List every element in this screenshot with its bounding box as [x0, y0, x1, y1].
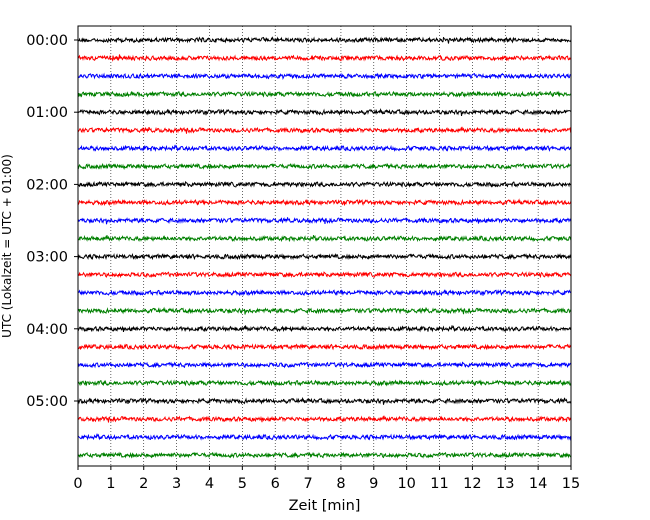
x-tick-label-7: 7	[303, 476, 312, 492]
x-axis-ticks: 0 1 2 3 4 5 6 7 8 9 10 11 12 13 14 15	[73, 466, 580, 492]
y-tick-label-04-00: 04:00	[26, 322, 68, 338]
trace-01-00	[77, 108, 572, 117]
trace-04-45	[77, 379, 572, 387]
trace-05-45	[77, 451, 572, 459]
x-tick-label-5: 5	[238, 476, 247, 492]
trace-03-30	[77, 289, 572, 297]
x-tick-label-12: 12	[463, 476, 481, 492]
trace-02-15	[77, 198, 572, 207]
seismic-traces	[77, 36, 572, 459]
trace-01-45	[77, 162, 572, 170]
x-tick-label-11: 11	[430, 476, 448, 492]
trace-02-00	[77, 180, 572, 188]
y-tick-label-02-00: 02:00	[26, 177, 68, 193]
x-axis-title: Zeit [min]	[289, 498, 361, 514]
x-tick-label-15: 15	[562, 476, 580, 492]
x-tick-label-14: 14	[529, 476, 547, 492]
x-tick-label-6: 6	[271, 476, 280, 492]
trace-01-15	[77, 126, 572, 134]
x-tick-label-8: 8	[336, 476, 345, 492]
trace-05-15	[77, 415, 572, 423]
trace-00-15	[77, 54, 572, 62]
trace-05-30	[77, 433, 572, 441]
trace-02-30	[77, 216, 572, 225]
trace-05-00	[77, 396, 572, 405]
y-tick-label-03-00: 03:00	[26, 250, 68, 266]
x-tick-label-0: 0	[73, 476, 82, 492]
trace-00-30	[77, 72, 572, 81]
y-tick-label-00-00: 00:00	[26, 33, 68, 49]
x-tick-label-4: 4	[205, 476, 214, 492]
y-axis-ticks: 00:00 01:00 02:00 03:00 04:00 05:00	[26, 33, 78, 410]
vertical-grid	[110, 26, 539, 466]
trace-00-45	[77, 90, 572, 98]
trace-00-00	[77, 36, 572, 44]
x-tick-label-9: 9	[369, 476, 378, 492]
x-tick-label-3: 3	[172, 476, 181, 492]
trace-03-45	[77, 306, 572, 315]
x-tick-label-10: 10	[397, 476, 415, 492]
x-tick-label-13: 13	[496, 476, 514, 492]
trace-03-15	[77, 271, 572, 279]
x-tick-label-2: 2	[139, 476, 148, 492]
trace-02-45	[77, 234, 572, 243]
plot-frame	[77, 25, 572, 467]
x-tick-label-1: 1	[106, 476, 115, 492]
trace-04-30	[77, 361, 572, 369]
trace-03-00	[77, 252, 572, 261]
y-tick-label-01-00: 01:00	[26, 105, 68, 121]
trace-01-30	[77, 144, 572, 152]
y-axis-title: UTC (Lokalzeit = UTC + 01:00)	[0, 154, 14, 338]
trace-04-00	[77, 325, 572, 333]
y-tick-label-05-00: 05:00	[26, 394, 68, 410]
trace-04-15	[77, 343, 572, 351]
